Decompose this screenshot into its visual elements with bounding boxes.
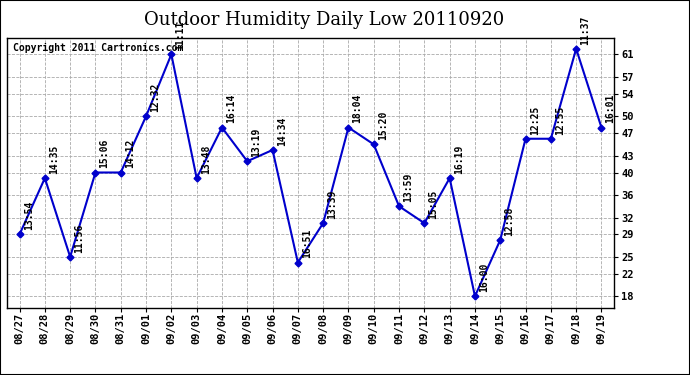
Text: 11:37: 11:37 — [580, 15, 591, 45]
Text: 14:34: 14:34 — [277, 117, 287, 146]
Text: 16:01: 16:01 — [606, 94, 615, 123]
Text: 13:39: 13:39 — [327, 190, 337, 219]
Text: Outdoor Humidity Daily Low 20110920: Outdoor Humidity Daily Low 20110920 — [144, 11, 504, 29]
Text: 15:05: 15:05 — [428, 190, 439, 219]
Text: 15:06: 15:06 — [99, 139, 110, 168]
Text: 12:58: 12:58 — [504, 207, 515, 236]
Text: 15:20: 15:20 — [378, 111, 388, 140]
Text: 14:35: 14:35 — [49, 145, 59, 174]
Text: 16:00: 16:00 — [479, 263, 489, 292]
Text: Copyright 2011 Cartronics.com: Copyright 2011 Cartronics.com — [13, 43, 184, 53]
Text: 16:51: 16:51 — [302, 229, 312, 258]
Text: 12:25: 12:25 — [530, 105, 540, 135]
Text: 13:19: 13:19 — [251, 128, 262, 157]
Text: 12:55: 12:55 — [555, 105, 565, 135]
Text: 13:48: 13:48 — [201, 145, 211, 174]
Text: 13:54: 13:54 — [23, 201, 34, 230]
Text: 14:12: 14:12 — [125, 139, 135, 168]
Text: 11:11: 11:11 — [175, 21, 186, 50]
Text: 11:56: 11:56 — [75, 224, 84, 253]
Text: 16:19: 16:19 — [454, 145, 464, 174]
Text: 16:14: 16:14 — [226, 94, 236, 123]
Text: 18:04: 18:04 — [353, 94, 363, 123]
Text: 13:59: 13:59 — [403, 173, 413, 202]
Text: 12:32: 12:32 — [150, 83, 160, 112]
